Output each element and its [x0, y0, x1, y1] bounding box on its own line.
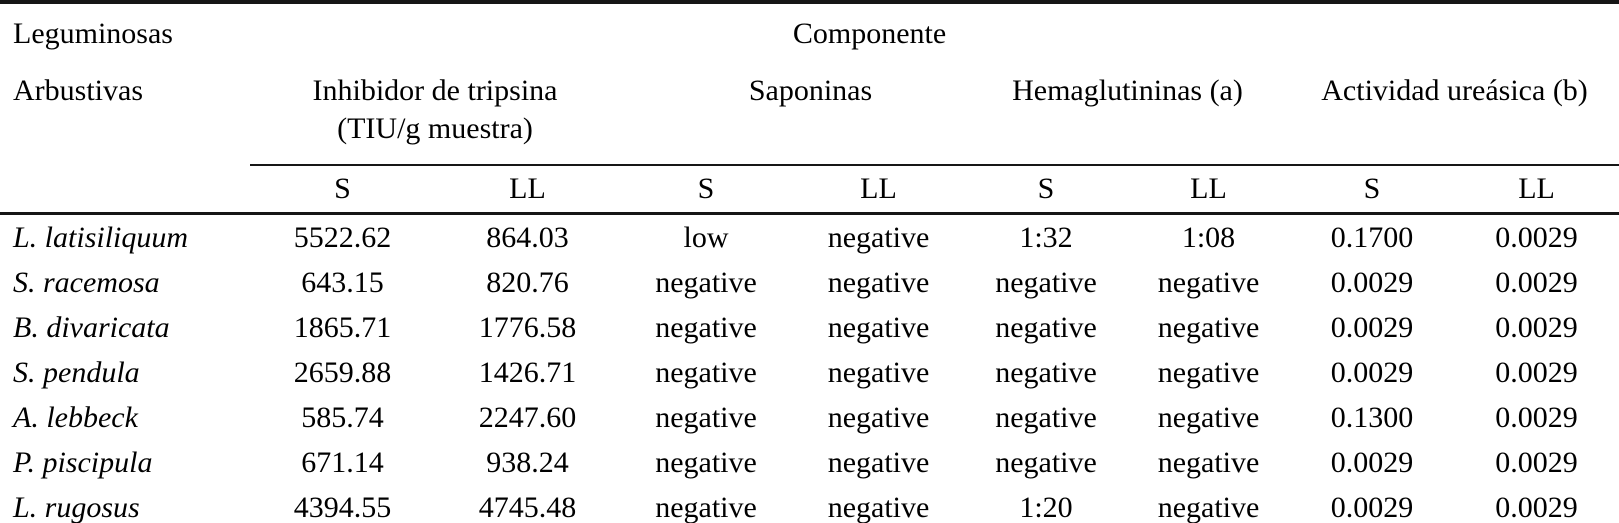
table-row: S. racemosa 643.15 820.76 negative negat… — [0, 260, 1619, 305]
stub-header-arbustivas: Arbustivas — [13, 74, 143, 107]
data-cell: negative — [995, 445, 1097, 479]
data-cell: negative — [827, 355, 930, 389]
subcol-saponinas-ll: LL — [792, 165, 965, 215]
subcol-hemaglutininas-ll: LL — [1127, 165, 1290, 215]
data-cell: negative — [1157, 265, 1260, 299]
data-cell: negative — [1157, 445, 1260, 479]
data-cell: negative — [827, 490, 930, 523]
data-cell: negative — [827, 445, 930, 479]
species-cell: S. racemosa — [13, 265, 160, 299]
data-cell: negative — [827, 310, 930, 344]
data-cell: negative — [995, 400, 1097, 434]
component-header: Componente — [792, 17, 947, 50]
data-cell: negative — [655, 355, 757, 389]
data-cell: 0.0029 — [1495, 355, 1578, 389]
data-cell: 0.0029 — [1330, 310, 1414, 344]
subcol-tripsina-s: S — [250, 165, 435, 215]
data-cell: 1:32 — [1019, 220, 1073, 254]
subcol-hemaglutininas-s: S — [965, 165, 1127, 215]
data-cell: 585.74 — [301, 400, 384, 434]
data-cell: low — [683, 220, 729, 254]
data-cell: 0.0029 — [1495, 310, 1578, 344]
species-cell: A. lebbeck — [13, 400, 138, 434]
data-cell: 820.76 — [486, 265, 569, 299]
species-cell: L. latisiliquum — [13, 220, 189, 254]
group-header-saponinas: Saponinas — [620, 72, 965, 166]
data-cell: negative — [1157, 355, 1260, 389]
data-cell: 1426.71 — [478, 355, 577, 389]
species-cell: S. pendula — [13, 355, 140, 389]
data-cell: 0.0029 — [1495, 220, 1578, 254]
data-cell: negative — [655, 445, 757, 479]
group-header-ureasica: Actividad ureásica (b) — [1290, 72, 1619, 166]
data-cell: 5522.62 — [293, 220, 392, 254]
header-row-groups: Arbustivas Inhibidor de tripsina (TIU/g … — [0, 72, 1619, 166]
data-cell: negative — [655, 400, 757, 434]
data-cell: negative — [995, 265, 1097, 299]
data-cell: negative — [655, 490, 757, 523]
data-cell: negative — [995, 355, 1097, 389]
data-cell: negative — [827, 265, 930, 299]
data-cell: negative — [655, 310, 757, 344]
data-cell: 671.14 — [301, 445, 384, 479]
data-cell: 2659.88 — [293, 355, 392, 389]
data-cell: 0.0029 — [1495, 445, 1578, 479]
species-cell: P. piscipula — [13, 445, 153, 479]
data-cell: negative — [1157, 400, 1260, 434]
data-cell: 1865.71 — [293, 310, 392, 344]
data-cell: 0.0029 — [1495, 400, 1578, 434]
data-cell: 0.1700 — [1330, 220, 1414, 254]
data-cell: 2247.60 — [478, 400, 577, 434]
table-row: P. piscipula 671.14 938.24 negative nega… — [0, 440, 1619, 485]
data-cell: 0.0029 — [1495, 490, 1578, 523]
group-header-hemaglutininas: Hemaglutininas (a) — [965, 72, 1290, 166]
group-name: Hemaglutininas (a) — [1012, 74, 1243, 107]
stub-header-leguminosas: Leguminosas — [13, 17, 173, 50]
group-name: Inhibidor de tripsina — [312, 74, 558, 107]
subcol-ureasica-s: S — [1290, 165, 1454, 215]
table-row: A. lebbeck 585.74 2247.60 negative negat… — [0, 395, 1619, 440]
group-name: Saponinas — [748, 74, 873, 107]
group-name: Actividad ureásica (b) — [1321, 74, 1588, 107]
species-cell: B. divaricata — [13, 310, 170, 344]
data-cell: 0.0029 — [1330, 355, 1414, 389]
data-cell: negative — [995, 310, 1097, 344]
data-cell: 0.1300 — [1330, 400, 1414, 434]
stub-spacer — [0, 165, 250, 215]
data-cell: 4745.48 — [478, 490, 577, 523]
group-unit: (TIU/g muestra) — [337, 111, 533, 145]
data-cell: 1:20 — [1019, 490, 1073, 523]
table-row: L. rugosus 4394.55 4745.48 negative nega… — [0, 485, 1619, 523]
subcol-tripsina-ll: LL — [435, 165, 620, 215]
subcol-saponinas-s: S — [620, 165, 792, 215]
species-cell: L. rugosus — [13, 490, 140, 523]
data-cell: 0.0029 — [1330, 490, 1414, 523]
data-cell: 0.0029 — [1330, 445, 1414, 479]
data-cell: negative — [827, 220, 930, 254]
table-row: B. divaricata 1865.71 1776.58 negative n… — [0, 305, 1619, 350]
data-cell: negative — [655, 265, 757, 299]
data-cell: negative — [827, 400, 930, 434]
data-cell: 0.0029 — [1330, 265, 1414, 299]
table-row: L. latisiliquum 5522.62 864.03 low negat… — [0, 214, 1619, 261]
header-row-component: Leguminosas Componente — [0, 2, 1619, 72]
data-cell: 4394.55 — [293, 490, 392, 523]
data-cell: 1:08 — [1181, 220, 1236, 254]
data-cell: 0.0029 — [1495, 265, 1578, 299]
data-cell: 864.03 — [486, 220, 569, 254]
data-cell: negative — [1157, 490, 1260, 523]
group-header-tripsina: Inhibidor de tripsina (TIU/g muestra) — [250, 72, 620, 166]
subcol-ureasica-ll: LL — [1454, 165, 1619, 215]
table-row: S. pendula 2659.88 1426.71 negative nega… — [0, 350, 1619, 395]
data-cell: 643.15 — [301, 265, 384, 299]
data-cell: 938.24 — [486, 445, 569, 479]
data-cell: 1776.58 — [478, 310, 577, 344]
data-cell: negative — [1157, 310, 1260, 344]
header-row-subcolumns: S LL S LL S LL S LL — [0, 165, 1619, 215]
